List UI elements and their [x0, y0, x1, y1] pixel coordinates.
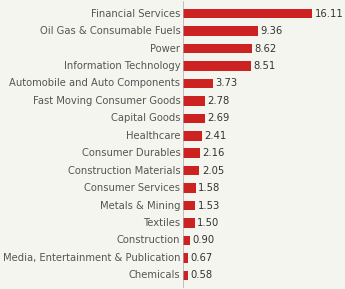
Bar [183, 9, 312, 18]
Text: Fast Moving Consumer Goods: Fast Moving Consumer Goods [33, 96, 180, 106]
Text: Metals & Mining: Metals & Mining [100, 201, 180, 211]
Text: 2.05: 2.05 [202, 166, 224, 176]
Text: Chemicals: Chemicals [129, 271, 180, 280]
Bar [183, 149, 200, 158]
Text: 16.11: 16.11 [315, 9, 344, 18]
Bar [183, 61, 251, 71]
Text: Financial Services: Financial Services [91, 9, 180, 18]
Text: 8.62: 8.62 [255, 44, 277, 53]
Bar [183, 236, 190, 245]
Text: 0.58: 0.58 [190, 271, 212, 280]
Text: Oil Gas & Consumable Fuels: Oil Gas & Consumable Fuels [40, 26, 180, 36]
Bar [183, 26, 258, 36]
Text: 2.41: 2.41 [205, 131, 227, 141]
Text: Information Technology: Information Technology [64, 61, 180, 71]
Bar [183, 166, 199, 175]
Bar [183, 114, 205, 123]
Text: Textiles: Textiles [144, 218, 180, 228]
Text: 1.53: 1.53 [198, 201, 220, 211]
Bar [183, 183, 196, 193]
Text: 8.51: 8.51 [254, 61, 276, 71]
Bar [183, 44, 252, 53]
Bar [183, 79, 213, 88]
Text: Automobile and Auto Components: Automobile and Auto Components [10, 78, 180, 88]
Text: Construction: Construction [117, 236, 180, 245]
Text: 9.36: 9.36 [260, 26, 283, 36]
Text: Consumer Durables: Consumer Durables [82, 148, 180, 158]
Text: 1.58: 1.58 [198, 183, 220, 193]
Text: Power: Power [150, 44, 180, 53]
Bar [183, 271, 188, 280]
Bar [183, 218, 195, 228]
Text: 3.73: 3.73 [215, 78, 237, 88]
Bar [183, 253, 188, 263]
Text: 0.67: 0.67 [191, 253, 213, 263]
Text: 2.69: 2.69 [207, 113, 229, 123]
Text: Media, Entertainment & Publication: Media, Entertainment & Publication [3, 253, 180, 263]
Bar [183, 131, 202, 140]
Bar [183, 201, 195, 210]
Text: 2.78: 2.78 [208, 96, 230, 106]
Text: Healthcare: Healthcare [126, 131, 180, 141]
Text: Capital Goods: Capital Goods [111, 113, 180, 123]
Text: Consumer Services: Consumer Services [85, 183, 180, 193]
Text: Construction Materials: Construction Materials [68, 166, 180, 176]
Text: 1.50: 1.50 [197, 218, 220, 228]
Text: 2.16: 2.16 [203, 148, 225, 158]
Bar [183, 96, 205, 106]
Text: 0.90: 0.90 [193, 236, 215, 245]
